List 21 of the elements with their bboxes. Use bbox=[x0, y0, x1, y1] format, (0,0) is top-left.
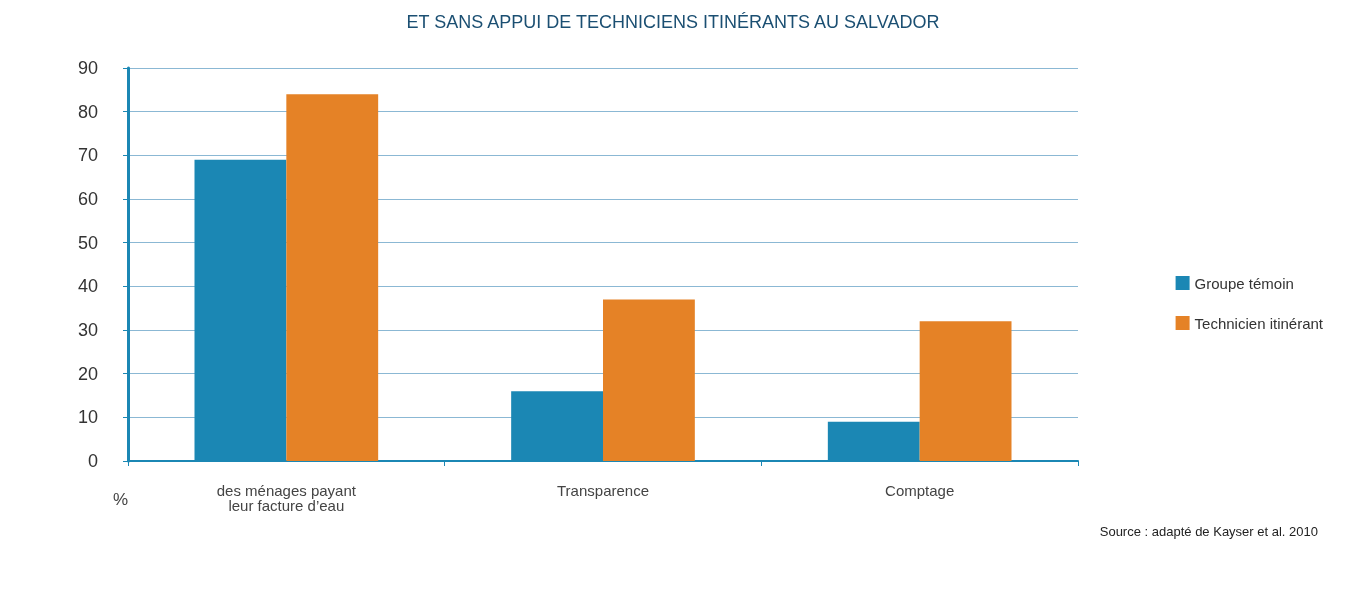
y-tick-label: 30 bbox=[77, 320, 98, 340]
x-tick-label: Transparence bbox=[557, 482, 649, 499]
y-tick-label: 60 bbox=[77, 189, 98, 209]
legend-label: Groupe témoin bbox=[1194, 274, 1294, 292]
bar bbox=[603, 299, 695, 461]
y-tick-label: 0 bbox=[87, 451, 98, 471]
y-tick-label: 90 bbox=[77, 58, 98, 78]
y-tick-label: 20 bbox=[77, 363, 98, 384]
x-tick-label: des ménages payant leur facture d’eau bbox=[216, 482, 357, 514]
chart-title: ET SANS APPUI DE TECHNICIENS ITINÉRANTS AU SALVADOR bbox=[406, 12, 940, 32]
x-tick-label: Comptage bbox=[885, 482, 955, 499]
y-tick-label: 40 bbox=[77, 276, 98, 297]
y-axis-title: % bbox=[112, 490, 128, 509]
y-tick-label: 70 bbox=[77, 145, 98, 166]
legend-label: Technicien itinérant bbox=[1194, 314, 1324, 332]
y-tick-label: 10 bbox=[77, 407, 98, 428]
bar bbox=[286, 94, 379, 461]
y-tick-label: 50 bbox=[77, 232, 98, 253]
y-tick-label: 80 bbox=[77, 101, 98, 122]
bar bbox=[919, 321, 1012, 461]
source-note: Source : adapté de Kayser et al. 2010 bbox=[1099, 524, 1319, 539]
